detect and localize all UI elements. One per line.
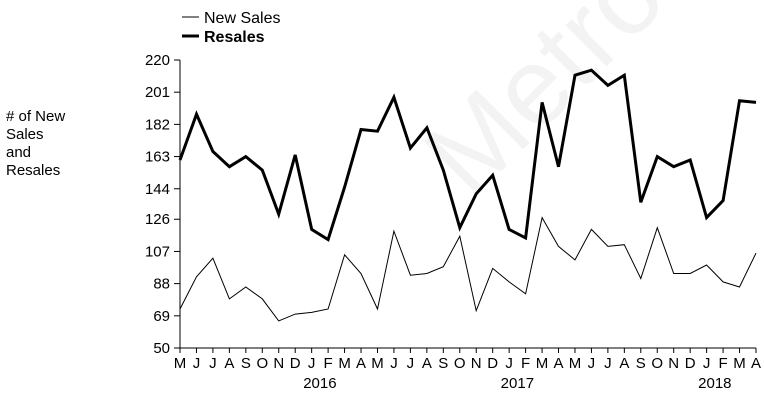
x-tick-label: M [371,355,384,372]
legend-label: New Sales [204,10,280,27]
x-tick-label: A [554,355,564,372]
x-tick-label: D [487,355,498,372]
x-tick-label: S [636,355,646,372]
year-label: 2016 [303,375,336,392]
x-tick-label: F [718,355,727,372]
x-tick-label: A [422,355,432,372]
y-tick-label: 126 [145,211,170,228]
x-tick-label: J [407,355,415,372]
x-tick-label: J [193,355,201,372]
x-tick-label: J [308,355,316,372]
series-line-new-sales [179,216,757,322]
year-label: 2017 [501,375,534,392]
x-tick-label: J [604,355,612,372]
y-tick-label: 182 [145,116,170,133]
x-tick-label: N [668,355,679,372]
x-tick-label: J [390,355,398,372]
x-tick-label: A [224,355,234,372]
year-label: 2018 [698,375,731,392]
x-tick-label: M [338,355,351,372]
x-tick-label: A [751,355,761,372]
x-tick-label: O [256,355,268,372]
x-tick-label: J [703,355,711,372]
x-tick-label: O [454,355,466,372]
x-tick-label: M [174,355,187,372]
y-tick-label: 69 [153,308,170,325]
y-tick-label: 201 [145,84,170,101]
x-tick-label: A [619,355,629,372]
y-tick-label: 220 [145,52,170,69]
x-tick-label: J [505,355,513,372]
x-tick-label: F [324,355,333,372]
x-tick-label: D [290,355,301,372]
y-tick-label: 107 [145,243,170,260]
y-tick-label: 163 [145,149,170,166]
x-tick-label: D [685,355,696,372]
x-tick-label: F [521,355,530,372]
series-line-resales [178,68,757,242]
x-tick-label: M [733,355,746,372]
x-tick-label: N [471,355,482,372]
x-tick-label: O [651,355,663,372]
x-tick-label: A [356,355,366,372]
y-axis-label: # of New Sales and Resales [6,108,66,179]
x-tick-label: S [241,355,251,372]
x-tick-label: S [438,355,448,372]
y-tick-label: 88 [153,276,170,293]
x-tick-label: M [536,355,549,372]
x-tick-label: N [273,355,284,372]
legend-label: Resales [204,29,265,46]
legend: New Sales Resales [182,10,280,46]
y-tick-label: 50 [153,340,170,357]
y-tick-label: 144 [145,181,170,198]
x-tick-label: M [569,355,582,372]
series-layer [178,68,757,322]
x-tick-label: J [209,355,217,372]
x-tick-label: J [588,355,596,372]
